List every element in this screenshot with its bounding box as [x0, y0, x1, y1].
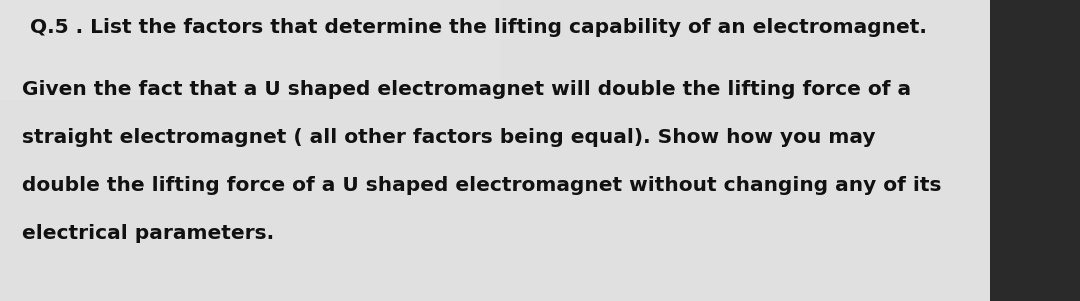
Text: straight electromagnet ( all other factors being equal). Show how you may: straight electromagnet ( all other facto…	[22, 128, 876, 147]
Bar	[0, 0, 500, 100]
Text: Given the fact that a U shaped electromagnet will double the lifting force of a: Given the fact that a U shaped electroma…	[22, 80, 912, 99]
Text: double the lifting force of a U shaped electromagnet without changing any of its: double the lifting force of a U shaped e…	[22, 176, 942, 195]
Text: electrical parameters.: electrical parameters.	[22, 224, 274, 243]
Text: Q.5 . List the factors that determine the lifting capability of an electromagnet: Q.5 . List the factors that determine th…	[30, 18, 927, 37]
